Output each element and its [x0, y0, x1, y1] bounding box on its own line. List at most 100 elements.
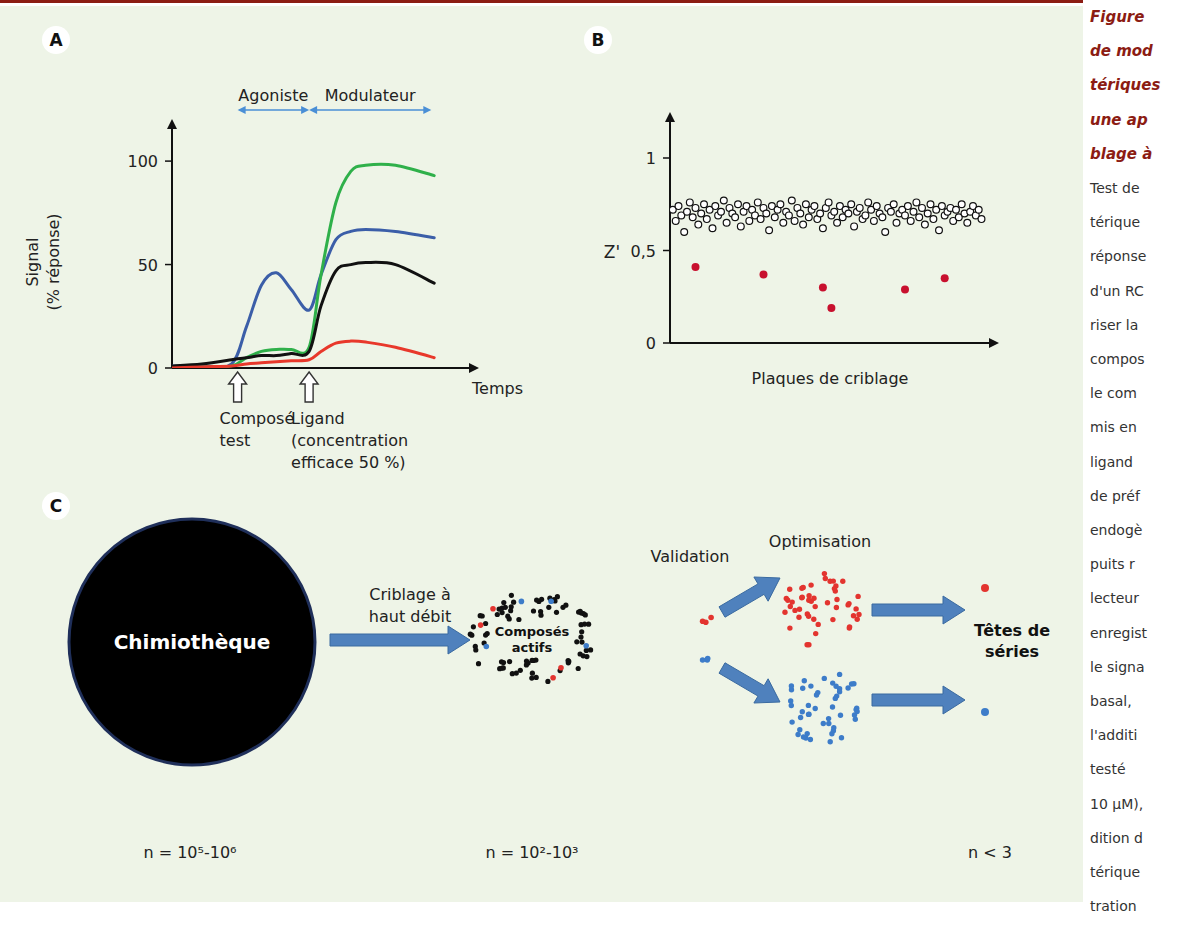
- compound-dot: [503, 605, 508, 610]
- compound-dot: [855, 617, 860, 622]
- compound-dot: [834, 605, 839, 610]
- x-axis-label: Plaques de criblage: [752, 369, 909, 388]
- scatter-point: [975, 206, 982, 213]
- x-axis: [670, 342, 990, 344]
- compound-dot: [826, 716, 831, 721]
- compound-dot: [832, 586, 837, 591]
- caption-text: lecteur: [1090, 590, 1139, 606]
- compound-dot: [823, 576, 828, 581]
- compound-dot: [808, 683, 813, 688]
- scatter-point: [672, 218, 679, 225]
- scatter-point: [939, 203, 946, 210]
- compound-dot: [566, 659, 571, 664]
- compound-dot: [797, 727, 802, 732]
- annotation-range: [311, 109, 429, 111]
- scatter-point: [709, 225, 716, 232]
- top-rule: [0, 0, 1083, 3]
- compound-dot: [801, 585, 806, 590]
- compound-dot: [534, 598, 539, 603]
- caption-text: puits r: [1090, 556, 1135, 572]
- text-line: n = 10²-10³: [485, 843, 578, 862]
- scatter-point: [924, 210, 931, 217]
- scatter-point: [788, 197, 795, 204]
- scatter-point: [695, 221, 702, 228]
- caption-text: dition d: [1090, 830, 1143, 846]
- scatter-point: [763, 210, 770, 217]
- compound-dot: [785, 598, 790, 603]
- compound-dot: [579, 640, 584, 645]
- scatter-point: [848, 201, 855, 208]
- scatter-point: [865, 199, 872, 206]
- compound-dot: [789, 719, 794, 724]
- text-line: le com: [1090, 385, 1137, 401]
- y-tick-label: 0: [646, 334, 656, 353]
- compound-dot: [538, 609, 543, 614]
- text-line: Temps: [471, 379, 523, 398]
- text-line: 0,5: [631, 242, 656, 261]
- scatter-point: [893, 219, 900, 226]
- text-line: tériques: [1090, 76, 1160, 94]
- scatter-point: [703, 216, 710, 223]
- compound-dot: [802, 678, 807, 683]
- text-line: Figure: [1090, 8, 1144, 26]
- compound-dot: [524, 662, 529, 667]
- caption-text: 10 µM),: [1090, 796, 1143, 812]
- panel-label: C: [50, 496, 62, 516]
- compound-dot: [855, 594, 860, 599]
- annotation-range: [240, 109, 308, 111]
- library-disc: [69, 519, 315, 765]
- compound-dot: [815, 690, 820, 695]
- y-axis-arrow: [665, 112, 675, 122]
- scatter-point: [797, 210, 804, 217]
- scatter-point: [916, 214, 923, 221]
- scatter-point: [686, 199, 693, 206]
- node-count: n < 3: [968, 843, 1012, 862]
- compound-dot: [507, 616, 512, 621]
- scatter-point: [845, 210, 852, 217]
- compound-dot: [546, 605, 551, 610]
- compound-dot: [806, 703, 811, 708]
- scatter-point: [927, 201, 934, 208]
- caption-text: l'additi: [1090, 727, 1137, 743]
- step-label: Optimisation: [769, 532, 871, 551]
- text-line: le signa: [1090, 659, 1144, 675]
- data-group: [670, 197, 985, 312]
- text-line: une ap: [1090, 111, 1148, 129]
- event-arrow: [229, 372, 247, 402]
- scatter-point: [791, 218, 798, 225]
- text-line: (% réponse): [44, 213, 63, 310]
- text-line: 100: [127, 152, 158, 171]
- caption-title: une ap: [1090, 111, 1148, 129]
- compound-dot: [845, 685, 850, 690]
- caption-title: blage à: [1090, 145, 1152, 163]
- text-line: testé: [1090, 761, 1126, 777]
- compound-dot: [531, 608, 536, 613]
- y-tick: [663, 342, 670, 344]
- compound-dot: [838, 713, 843, 718]
- compound-dot: [476, 661, 481, 666]
- scatter-point: [817, 210, 824, 217]
- flow-arrow: [719, 663, 780, 703]
- scatter-point: [760, 271, 768, 279]
- text-line: Test de: [1089, 180, 1140, 196]
- scatter-point: [882, 229, 889, 236]
- caption-text: de préf: [1090, 488, 1141, 504]
- series-line: [172, 341, 434, 368]
- compound-dot: [789, 683, 794, 688]
- x-axis-arrow: [469, 363, 479, 373]
- scatter-point: [919, 205, 926, 212]
- scatter-point: [978, 216, 985, 223]
- compound-dot: [808, 737, 813, 742]
- compound-dot: [578, 609, 583, 614]
- compound-dot: [837, 672, 842, 677]
- text-line: (concentration: [291, 431, 408, 450]
- scatter-point: [901, 285, 909, 293]
- compound-dot: [851, 681, 856, 686]
- text-line: basal,: [1090, 693, 1132, 709]
- text-line: test: [220, 431, 251, 450]
- compound-dot: [518, 668, 523, 673]
- text-line: enregist: [1090, 625, 1148, 641]
- scatter-point: [692, 205, 699, 212]
- y-tick-label: 1: [646, 149, 656, 168]
- text-line: haut débit: [369, 607, 451, 626]
